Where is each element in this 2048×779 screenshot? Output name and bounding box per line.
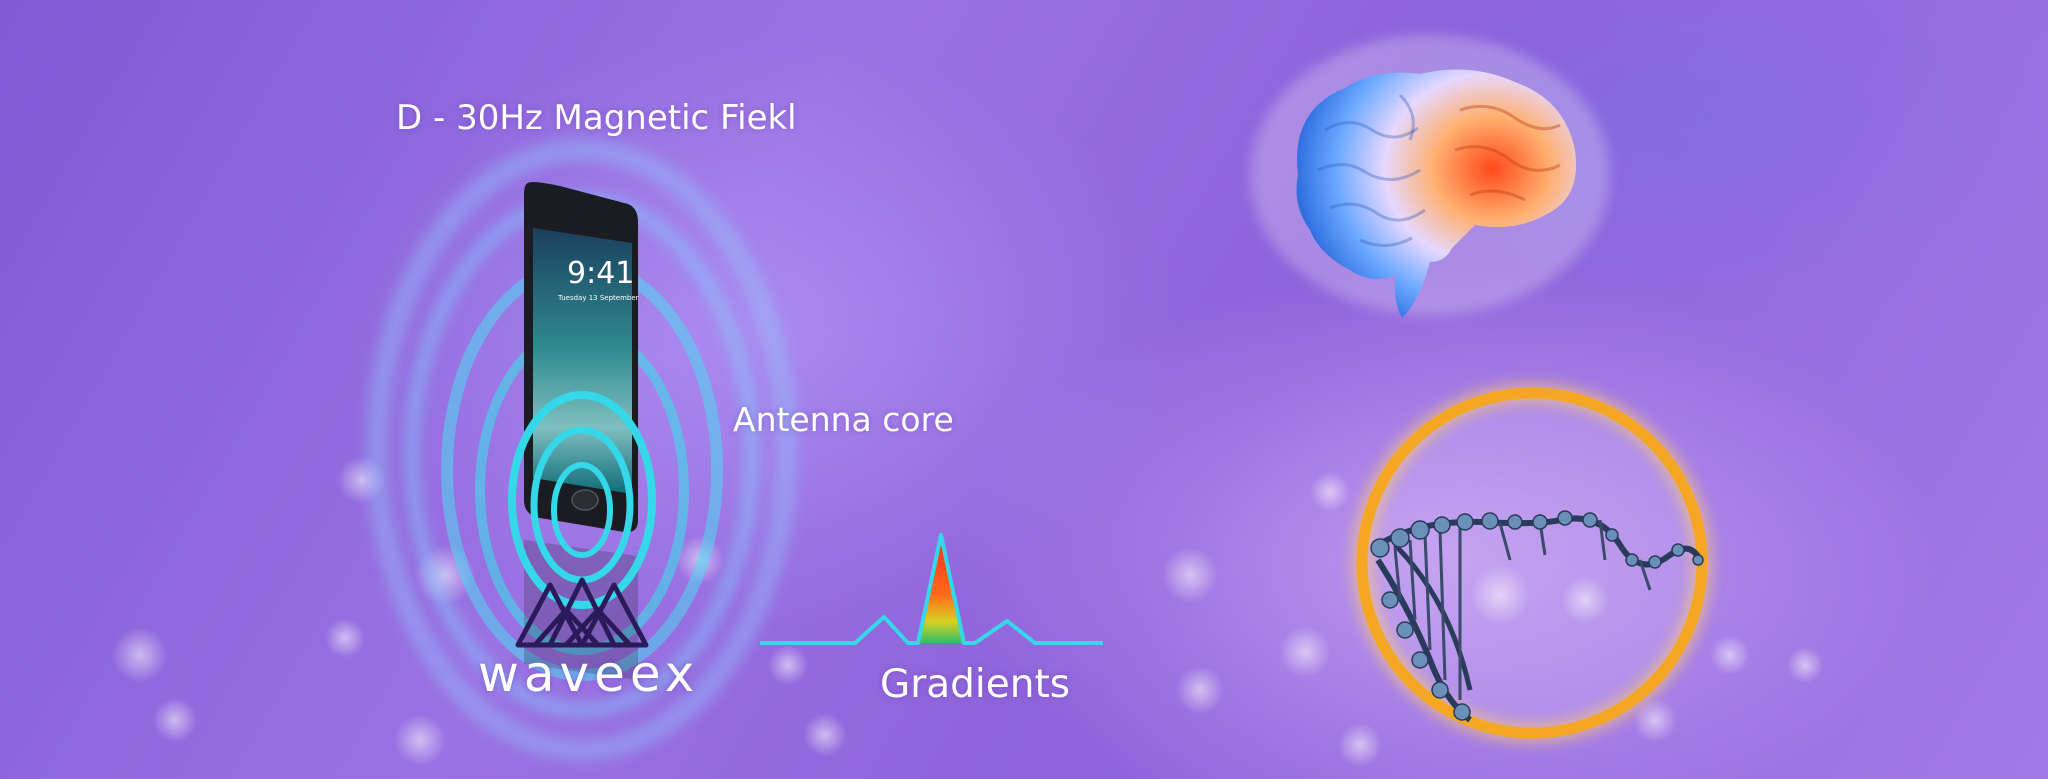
phone-date: Tuesday 13 September [557,294,639,302]
magnetic-field-label: D - 30Hz Magnetic Fiekl [396,98,797,138]
gradient-pulse-icon [760,533,1103,645]
antenna-core-label: Antenna core [733,400,954,439]
phone-time: 9:41 [567,256,634,291]
waveex-triangle-logo-icon [515,577,649,648]
brand-wordmark: waveex [478,645,700,703]
dna-helix-icon [1351,382,1713,744]
brain-icon [1250,35,1610,318]
gradients-label: Gradients [880,662,1071,707]
